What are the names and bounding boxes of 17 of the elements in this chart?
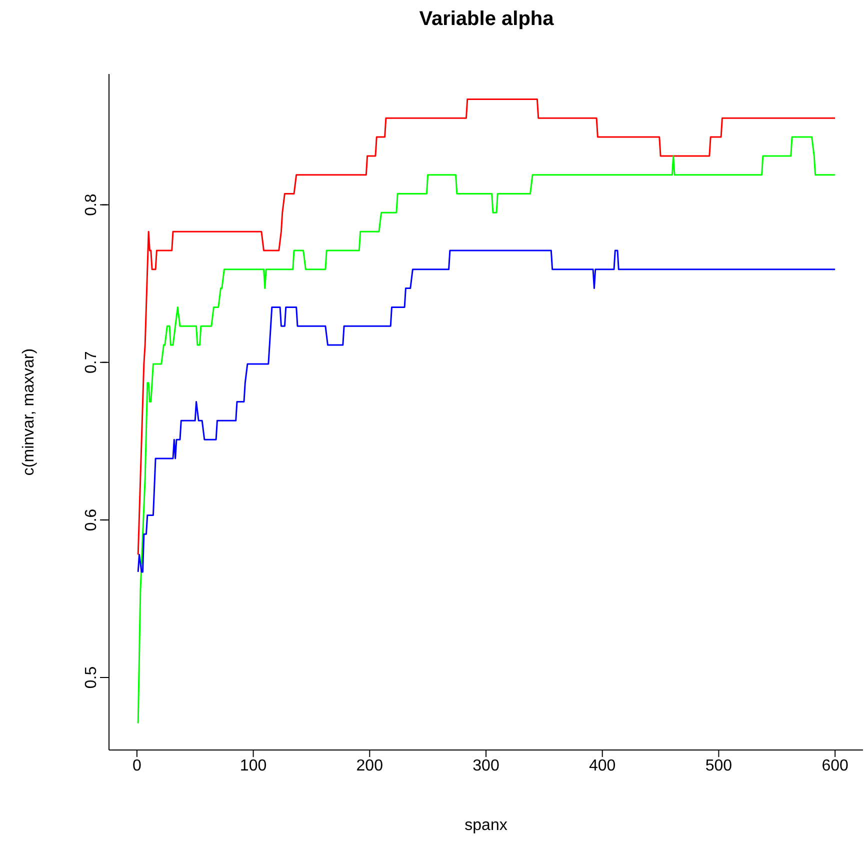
- x-tick-label: 200: [356, 757, 384, 774]
- line-series: [137, 98, 836, 556]
- x-axis-title: spanx: [464, 817, 508, 834]
- line-series: [137, 136, 836, 724]
- x-tick-label: 400: [589, 757, 616, 774]
- y-tick-label: 0.6: [83, 508, 100, 532]
- y-axis-title: c(minvar, maxvar): [20, 348, 38, 476]
- y-tick-label: 0.5: [83, 666, 100, 689]
- x-tick-label: 300: [472, 757, 500, 774]
- y-tick-label: 0.7: [83, 351, 100, 374]
- x-tick-label: 100: [240, 757, 267, 774]
- line-series: [137, 250, 836, 573]
- x-tick-label: 0: [132, 757, 142, 774]
- x-tick-label: 500: [705, 757, 732, 774]
- x-tick-label: 600: [822, 757, 849, 774]
- chart-title: Variable alpha: [418, 8, 555, 31]
- y-tick-label: 0.8: [83, 194, 100, 216]
